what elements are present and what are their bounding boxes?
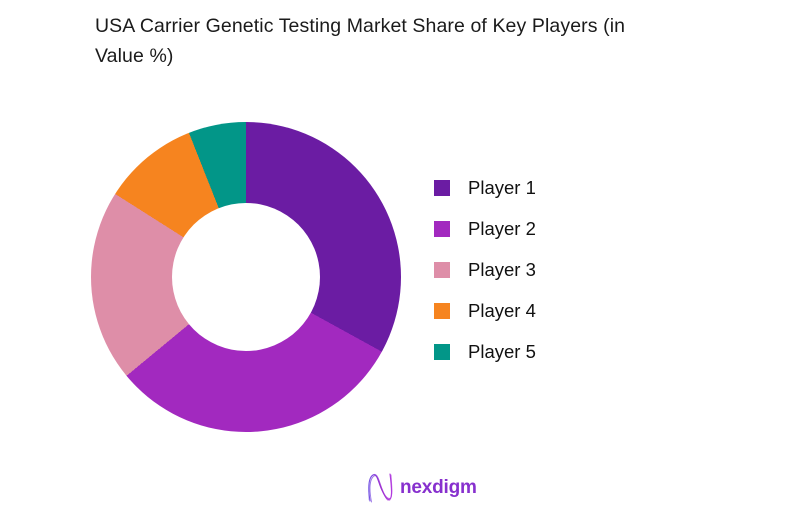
nexdigm-n-wave-icon (368, 473, 393, 503)
legend-item: Player 3 (434, 259, 536, 280)
legend-item: Player 2 (434, 218, 536, 239)
legend-swatch (434, 262, 450, 278)
logo-wordmark: nexdigm (400, 476, 477, 498)
legend: Player 1 Player 2 Player 3 Player 4 Player 5 (434, 177, 536, 362)
legend-item: Player 4 (434, 300, 536, 321)
legend-swatch (434, 344, 450, 360)
legend-label: Player 5 (468, 341, 536, 362)
legend-item: Player 5 (434, 341, 536, 362)
donut-hole (172, 203, 320, 351)
chart-title: USA Carrier Genetic Testing Market Share… (95, 11, 755, 71)
legend-label: Player 1 (468, 177, 536, 198)
footer-logo: nexdigm (366, 472, 477, 503)
chart-title-line-1: USA Carrier Genetic Testing Market Share… (95, 15, 626, 37)
legend-swatch (434, 180, 450, 196)
legend-label: Player 3 (468, 259, 536, 280)
legend-swatch (434, 303, 450, 319)
legend-swatch (434, 221, 450, 237)
legend-label: Player 2 (468, 218, 536, 239)
legend-label: Player 4 (468, 300, 536, 321)
chart-title-line-2: Value %) (95, 45, 174, 67)
donut-chart (91, 122, 401, 432)
legend-item: Player 1 (434, 177, 536, 198)
